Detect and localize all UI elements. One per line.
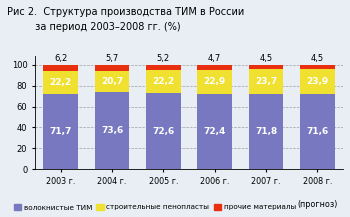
- Text: 71,7: 71,7: [49, 127, 72, 136]
- Bar: [197, 94, 232, 169]
- Text: 4,7: 4,7: [208, 54, 221, 63]
- Bar: [94, 92, 130, 169]
- Text: (прогноз): (прогноз): [297, 200, 337, 209]
- Bar: [146, 93, 181, 169]
- Text: 5,2: 5,2: [157, 54, 170, 63]
- Bar: [300, 65, 335, 69]
- Bar: [300, 69, 335, 94]
- Text: 22,2: 22,2: [152, 77, 174, 86]
- Text: 22,9: 22,9: [204, 77, 226, 86]
- Bar: [94, 71, 130, 92]
- Bar: [248, 94, 284, 169]
- Bar: [146, 65, 181, 70]
- Bar: [300, 94, 335, 169]
- Text: за период 2003–2008 гг. (%): за период 2003–2008 гг. (%): [7, 22, 181, 32]
- Bar: [43, 71, 78, 94]
- Text: 20,7: 20,7: [101, 77, 123, 86]
- Text: 73,6: 73,6: [101, 126, 123, 135]
- Text: 72,6: 72,6: [152, 127, 174, 136]
- Bar: [146, 70, 181, 93]
- Text: 23,9: 23,9: [306, 77, 328, 86]
- Text: 72,4: 72,4: [203, 127, 226, 136]
- Legend: волокнистые ТИМ, строительные пенопласты, прочие материалы: волокнистые ТИМ, строительные пенопласты…: [10, 201, 299, 213]
- Text: 6,2: 6,2: [54, 54, 67, 63]
- Bar: [197, 65, 232, 70]
- Bar: [94, 65, 130, 71]
- Text: Рис 2.  Структура производства ТИМ в России: Рис 2. Структура производства ТИМ в Росс…: [7, 7, 244, 16]
- Bar: [248, 65, 284, 69]
- Text: 4,5: 4,5: [311, 54, 324, 63]
- Text: 5,7: 5,7: [105, 54, 119, 63]
- Bar: [197, 70, 232, 94]
- Text: 71,6: 71,6: [306, 127, 328, 136]
- Bar: [248, 69, 284, 94]
- Text: 4,5: 4,5: [259, 54, 273, 63]
- Bar: [43, 94, 78, 169]
- Bar: [43, 65, 78, 71]
- Text: 71,8: 71,8: [255, 127, 277, 136]
- Text: 22,2: 22,2: [50, 78, 72, 87]
- Text: 23,7: 23,7: [255, 77, 277, 86]
